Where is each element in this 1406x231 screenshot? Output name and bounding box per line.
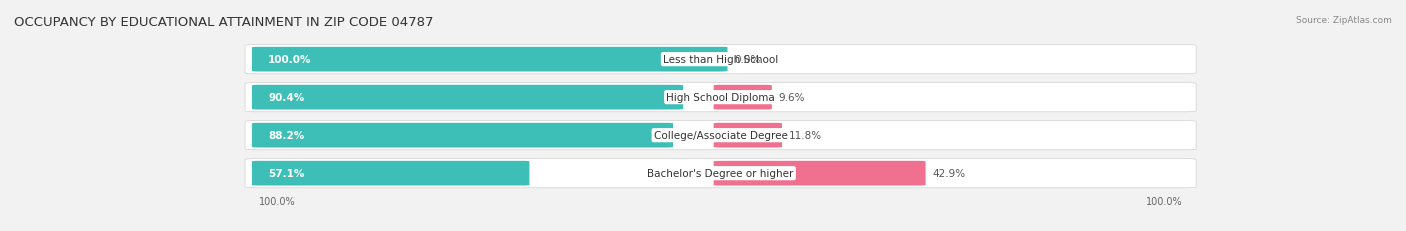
Text: 100.0%: 100.0% (269, 55, 312, 65)
Text: 57.1%: 57.1% (269, 168, 305, 178)
Text: OCCUPANCY BY EDUCATIONAL ATTAINMENT IN ZIP CODE 04787: OCCUPANCY BY EDUCATIONAL ATTAINMENT IN Z… (14, 16, 433, 29)
Text: High School Diploma: High School Diploma (666, 93, 775, 103)
FancyBboxPatch shape (252, 161, 530, 186)
Text: 9.6%: 9.6% (779, 93, 806, 103)
Text: 42.9%: 42.9% (932, 168, 966, 178)
FancyBboxPatch shape (714, 161, 925, 186)
FancyBboxPatch shape (245, 121, 1197, 150)
FancyBboxPatch shape (252, 123, 673, 148)
Text: Less than High School: Less than High School (664, 55, 778, 65)
FancyBboxPatch shape (245, 83, 1197, 112)
FancyBboxPatch shape (714, 85, 772, 110)
FancyBboxPatch shape (714, 123, 782, 148)
Text: College/Associate Degree: College/Associate Degree (654, 131, 787, 140)
Text: 90.4%: 90.4% (269, 93, 304, 103)
FancyBboxPatch shape (245, 45, 1197, 74)
FancyBboxPatch shape (252, 48, 727, 72)
Text: 0.0%: 0.0% (734, 55, 761, 65)
Text: 88.2%: 88.2% (269, 131, 304, 140)
Text: 100.0%: 100.0% (1146, 196, 1182, 206)
Text: 11.8%: 11.8% (789, 131, 823, 140)
FancyBboxPatch shape (245, 159, 1197, 188)
Text: 100.0%: 100.0% (259, 196, 295, 206)
Text: Source: ZipAtlas.com: Source: ZipAtlas.com (1296, 16, 1392, 25)
FancyBboxPatch shape (252, 85, 683, 110)
Text: Bachelor's Degree or higher: Bachelor's Degree or higher (647, 168, 794, 178)
